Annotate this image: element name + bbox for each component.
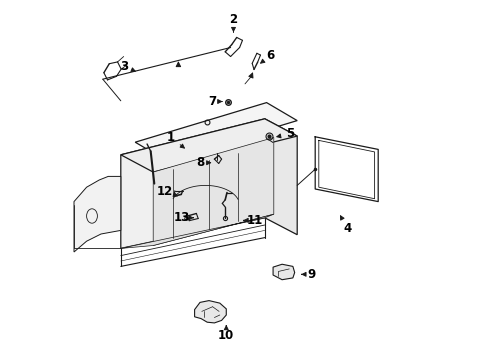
Polygon shape — [121, 119, 265, 248]
Text: 9: 9 — [302, 268, 316, 281]
Polygon shape — [195, 301, 226, 323]
Text: 5: 5 — [277, 127, 294, 140]
Text: 7: 7 — [208, 95, 222, 108]
Polygon shape — [153, 138, 274, 246]
Text: 8: 8 — [196, 156, 211, 169]
Text: 13: 13 — [174, 211, 193, 224]
Polygon shape — [135, 103, 297, 160]
Text: 2: 2 — [229, 13, 238, 32]
Text: 6: 6 — [261, 49, 274, 63]
Polygon shape — [265, 119, 297, 235]
Polygon shape — [121, 119, 297, 172]
Text: 3: 3 — [121, 60, 135, 73]
Text: 12: 12 — [157, 185, 177, 198]
Polygon shape — [74, 176, 121, 252]
Text: 10: 10 — [218, 326, 234, 342]
Polygon shape — [121, 214, 274, 248]
Polygon shape — [273, 264, 294, 280]
Text: 11: 11 — [244, 214, 263, 227]
Text: 4: 4 — [341, 216, 352, 235]
Text: 1: 1 — [167, 131, 184, 148]
